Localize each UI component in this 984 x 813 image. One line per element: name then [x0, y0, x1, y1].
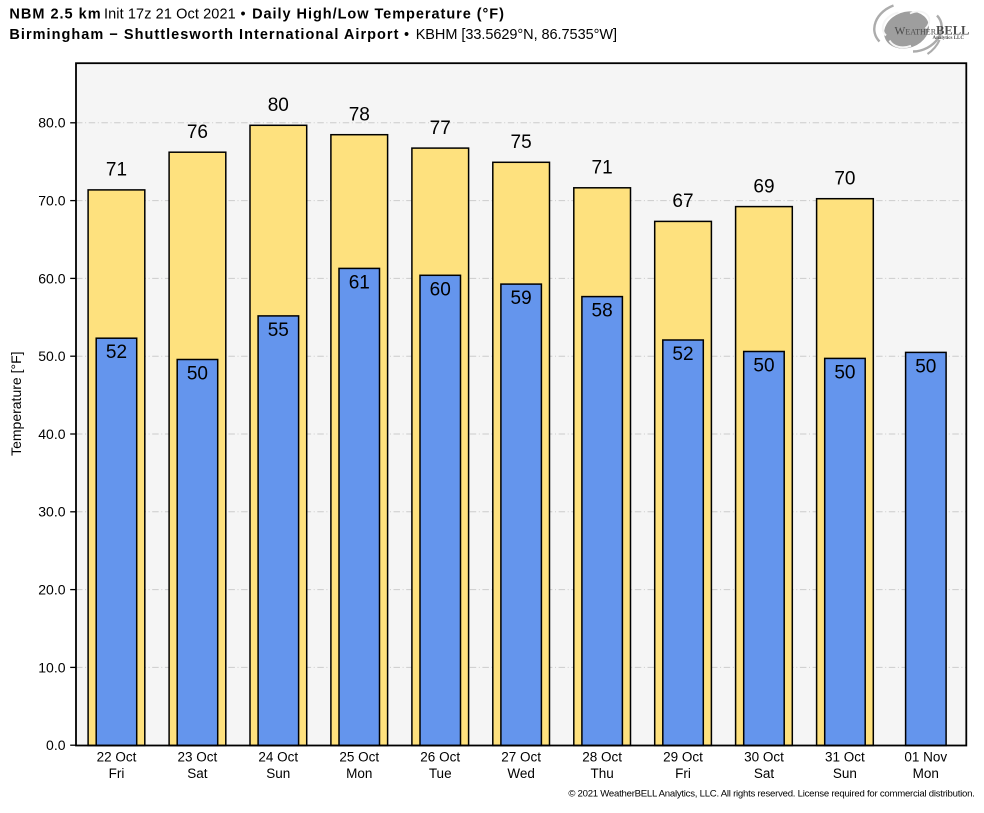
svg-text:26 Oct: 26 Oct: [420, 749, 460, 764]
svg-text:Mon: Mon: [346, 766, 372, 781]
svg-text:29 Oct: 29 Oct: [663, 749, 703, 764]
svg-text:78: 78: [349, 105, 370, 126]
svg-text:© 2021 WeatherBELL Analytics,: © 2021 WeatherBELL Analytics, LLC. All r…: [568, 788, 974, 799]
svg-text:50: 50: [753, 356, 774, 377]
svg-text:WEATHERBELL: WEATHERBELL: [895, 24, 970, 38]
svg-text:Analytics LLC: Analytics LLC: [932, 36, 964, 41]
svg-text:52: 52: [106, 342, 127, 363]
svg-text:40.0: 40.0: [38, 426, 65, 442]
svg-text:70: 70: [834, 169, 855, 190]
svg-text:80: 80: [268, 95, 289, 116]
svg-text:Wed: Wed: [507, 766, 535, 781]
svg-text:28 Oct: 28 Oct: [582, 749, 622, 764]
svg-text:50.0: 50.0: [38, 348, 65, 364]
svg-text:Mon: Mon: [913, 766, 939, 781]
svg-text:Thu: Thu: [590, 766, 613, 781]
svg-text:01 Nov: 01 Nov: [904, 749, 947, 764]
svg-text:76: 76: [187, 122, 208, 143]
svg-text:Fri: Fri: [109, 766, 125, 781]
svg-text:25 Oct: 25 Oct: [339, 749, 379, 764]
svg-text:50: 50: [915, 356, 936, 377]
svg-text:80.0: 80.0: [38, 115, 65, 131]
svg-text:55: 55: [268, 320, 289, 341]
svg-text:52: 52: [672, 344, 693, 365]
svg-text:0.0: 0.0: [46, 737, 66, 753]
svg-text:24 Oct: 24 Oct: [258, 749, 298, 764]
svg-text:50: 50: [187, 364, 208, 385]
svg-text:Birmingham − Shuttlesworth Int: Birmingham − Shuttlesworth International…: [9, 27, 617, 43]
svg-text:Sun: Sun: [266, 766, 290, 781]
svg-text:71: 71: [592, 158, 613, 179]
svg-text:30 Oct: 30 Oct: [744, 749, 784, 764]
svg-text:30.0: 30.0: [38, 504, 65, 520]
svg-text:Sat: Sat: [187, 766, 208, 781]
svg-text:31 Oct: 31 Oct: [825, 749, 865, 764]
svg-text:77: 77: [430, 118, 451, 139]
svg-text:58: 58: [592, 301, 613, 322]
svg-text:60: 60: [430, 279, 451, 300]
svg-text:10.0: 10.0: [38, 659, 65, 675]
svg-text:Sun: Sun: [833, 766, 857, 781]
svg-text:Tue: Tue: [429, 766, 452, 781]
svg-text:20.0: 20.0: [38, 582, 65, 598]
svg-text:67: 67: [672, 191, 693, 212]
svg-text:Sat: Sat: [754, 766, 775, 781]
svg-text:61: 61: [349, 272, 370, 293]
svg-text:71: 71: [106, 160, 127, 181]
svg-text:70.0: 70.0: [38, 193, 65, 209]
svg-text:59: 59: [511, 288, 532, 309]
svg-text:69: 69: [753, 176, 774, 197]
svg-text:Fri: Fri: [675, 766, 691, 781]
svg-text:75: 75: [511, 132, 532, 153]
svg-text:Temperature [°F]: Temperature [°F]: [8, 351, 24, 455]
svg-text:23 Oct: 23 Oct: [178, 749, 218, 764]
svg-text:27 Oct: 27 Oct: [501, 749, 541, 764]
svg-text:50: 50: [834, 362, 855, 383]
svg-text:60.0: 60.0: [38, 270, 65, 286]
svg-text:22 Oct: 22 Oct: [97, 749, 137, 764]
